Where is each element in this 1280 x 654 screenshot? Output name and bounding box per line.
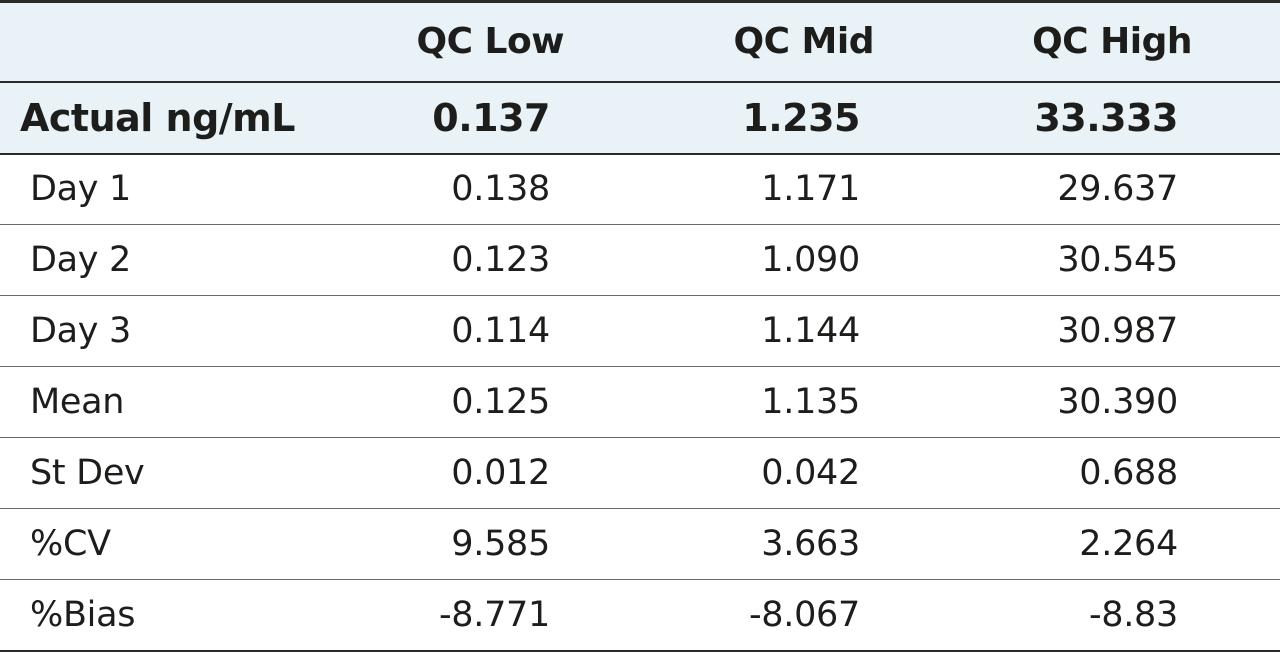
actual-qc-high: 33.333 [1034,95,1178,140]
row-label: %CV [30,524,111,564]
cell-qc-high: 30.545 [1057,240,1178,280]
cell-qc-high: 0.688 [1079,453,1178,493]
row-label: %Bias [30,594,136,635]
table-row: Day 2 0.123 1.090 30.545 [0,224,1280,296]
row-label: Day 3 [30,311,132,351]
row-label: Mean [30,382,125,422]
header-cell-qc-low: QC Low [416,21,565,63]
cell-qc-low: 0.125 [451,382,550,422]
row-label: Day 2 [30,240,132,280]
cell-qc-high: 30.390 [1057,382,1178,422]
cell-qc-mid: 0.042 [761,453,860,493]
table-row: St Dev 0.012 0.042 0.688 [0,437,1280,509]
cell-qc-low: 0.138 [451,169,550,210]
cell-qc-high: 29.637 [1057,169,1178,210]
table-header: QC Low QC Mid QC High [0,1,1280,82]
cell-qc-low: 0.114 [451,311,550,351]
cell-qc-high: 30.987 [1057,311,1178,351]
actual-qc-mid: 1.235 [742,95,860,140]
cell-qc-mid: 1.144 [761,311,860,351]
table-row: Day 3 0.114 1.144 30.987 [0,295,1280,367]
table-row: Day 1 0.138 1.171 29.637 [0,153,1280,225]
row-label: Day 1 [30,169,132,210]
cell-qc-mid: 1.135 [761,382,860,422]
actual-qc-low: 0.137 [432,95,550,140]
actual-row: Actual ng/mL 0.137 1.235 33.333 [0,81,1280,154]
cell-qc-low: 9.585 [451,524,550,564]
cell-qc-high: 2.264 [1079,524,1178,564]
header-cell-qc-mid: QC Mid [733,21,875,63]
table-row: Mean 0.125 1.135 30.390 [0,366,1280,438]
actual-row-label: Actual ng/mL [20,95,296,140]
cell-qc-high: -8.83 [1088,594,1178,635]
cell-qc-low: 0.012 [451,453,550,493]
cell-qc-low: -8.771 [438,594,550,635]
table-row: %CV 9.585 3.663 2.264 [0,508,1280,580]
cell-qc-mid: -8.067 [748,594,860,635]
cell-qc-low: 0.123 [451,240,550,280]
header-cell-empty [0,2,360,82]
row-label: St Dev [30,453,145,493]
table-row: %Bias -8.771 -8.067 -8.83 [0,579,1280,651]
cell-qc-mid: 1.171 [761,169,860,210]
cell-qc-mid: 3.663 [761,524,860,564]
cell-qc-mid: 1.090 [761,240,860,280]
header-row: QC Low QC Mid QC High [0,1,1280,82]
table-body: Actual ng/mL 0.137 1.235 33.333 Day 1 0.… [0,81,1280,651]
header-cell-qc-high: QC High [1032,21,1192,63]
